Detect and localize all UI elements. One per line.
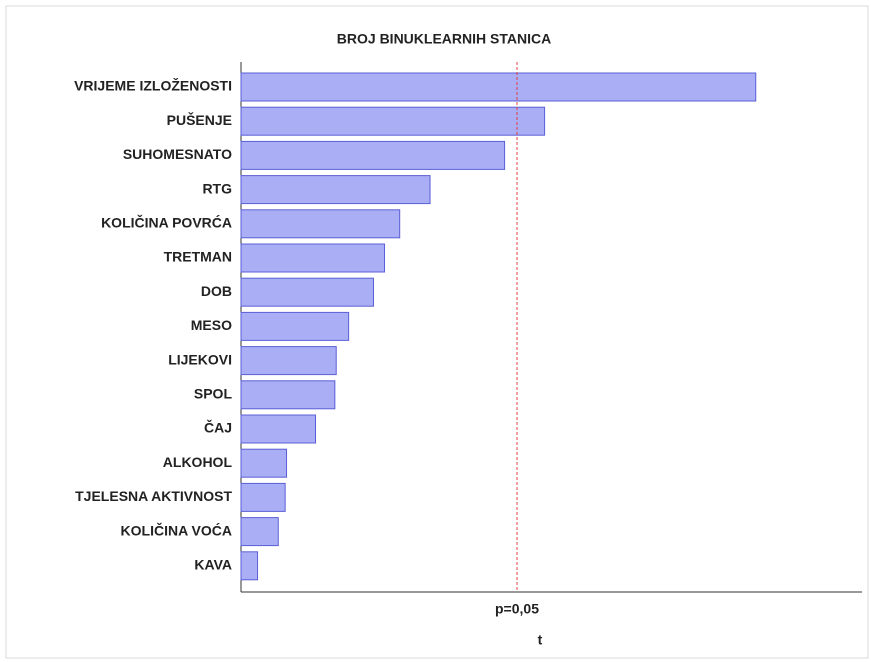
bar bbox=[240, 380, 336, 410]
y-tick-label: TRETMAN bbox=[164, 249, 232, 265]
bar bbox=[240, 551, 259, 581]
frame bbox=[5, 5, 869, 659]
bar bbox=[240, 140, 506, 170]
y-tick-label: PUŠENJE bbox=[167, 111, 232, 128]
x-axis-label: t bbox=[538, 632, 543, 648]
y-tick-label: ČAJ bbox=[204, 419, 232, 436]
y-tick-label: DOB bbox=[201, 283, 232, 299]
y-tick-label: VRIJEME IZLOŽENOSTI bbox=[74, 77, 232, 94]
y-tick-label: MESO bbox=[191, 317, 232, 333]
y-tick-label: KOLIČINA VOĆA bbox=[121, 521, 232, 538]
bar bbox=[240, 311, 350, 341]
y-tick-label: KAVA bbox=[194, 557, 232, 573]
reference-label: p=0,05 bbox=[495, 601, 539, 617]
bar bbox=[240, 72, 757, 102]
y-tick-label: SUHOMESNATO bbox=[123, 146, 232, 162]
bar bbox=[240, 209, 401, 239]
y-tick-label: LIJEKOVI bbox=[168, 351, 232, 367]
bar bbox=[240, 243, 386, 273]
y-tick-label: ALKOHOL bbox=[163, 454, 233, 470]
bar bbox=[240, 482, 286, 512]
y-tick-label: KOLIČINA POVRĆA bbox=[101, 214, 232, 231]
y-tick-label: RTG bbox=[202, 180, 232, 196]
bar bbox=[240, 517, 279, 547]
bar bbox=[240, 277, 374, 307]
bar bbox=[240, 414, 317, 444]
bar bbox=[240, 106, 546, 136]
y-tick-label: SPOL bbox=[194, 386, 233, 402]
bar bbox=[240, 175, 431, 205]
bar bbox=[240, 346, 337, 376]
y-tick-label: TJELESNA AKTIVNOST bbox=[75, 488, 232, 504]
chart-title: BROJ BINUKLEARNIH STANICA bbox=[337, 31, 551, 47]
bar bbox=[240, 448, 288, 478]
